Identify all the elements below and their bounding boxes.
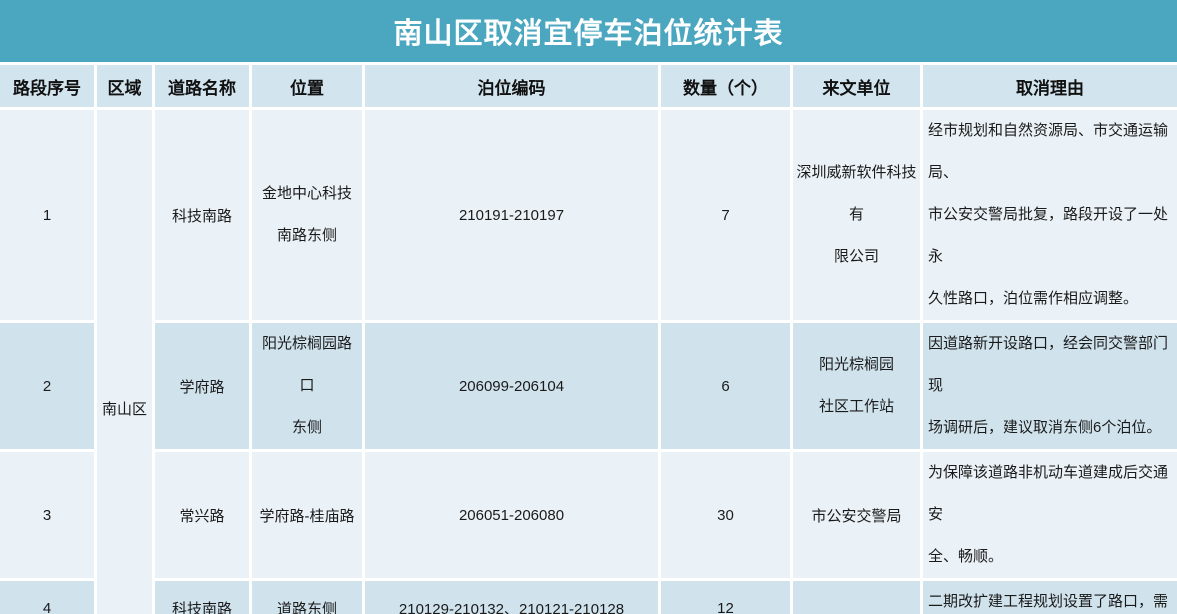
cell-codes: 210129-210132、210121-210128 [365, 581, 658, 614]
col-header-qty: 数量（个） [661, 65, 790, 107]
cell-position: 金地中心科技 南路东侧 [252, 110, 362, 320]
cell-road: 科技南路 [155, 581, 249, 614]
table-row: 3 常兴路 学府路-桂庙路 206051-206080 30 市公安交警局 为保… [0, 452, 1177, 578]
parking-cancellation-table: 路段序号 区域 道路名称 位置 泊位编码 数量（个） 来文单位 取消理由 1 南… [0, 62, 1177, 614]
cell-unit-merged: 南山区建筑工务署 [793, 581, 920, 614]
cell-reason: 为保障该道路非机动车道建成后交通安 全、畅顺。 [923, 452, 1177, 578]
cell-qty: 7 [661, 110, 790, 320]
cell-unit: 阳光棕榈园 社区工作站 [793, 323, 920, 449]
header-row: 路段序号 区域 道路名称 位置 泊位编码 数量（个） 来文单位 取消理由 [0, 65, 1177, 107]
cell-codes: 206099-206104 [365, 323, 658, 449]
col-header-region: 区域 [97, 65, 152, 107]
cell-seq: 1 [0, 110, 94, 320]
cell-seq: 4 [0, 581, 94, 614]
cell-position: 道路东侧 [252, 581, 362, 614]
cell-road: 科技南路 [155, 110, 249, 320]
col-header-seq: 路段序号 [0, 65, 94, 107]
cell-seq: 3 [0, 452, 94, 578]
cell-codes: 206051-206080 [365, 452, 658, 578]
cell-road: 常兴路 [155, 452, 249, 578]
page-title: 南山区取消宜停车泊位统计表 [393, 18, 784, 50]
col-header-position: 位置 [252, 65, 362, 107]
col-header-reason: 取消理由 [923, 65, 1177, 107]
table-row: 1 南山区 科技南路 金地中心科技 南路东侧 210191-210197 7 深… [0, 110, 1177, 614]
cell-seq: 2 [0, 323, 94, 449]
cell-qty: 12 [661, 581, 790, 614]
cell-region-merged: 南山区 [97, 110, 152, 614]
title-band: 南山区取消宜停车泊位统计表 [0, 0, 1177, 62]
cell-reason-merged: 二期改扩建工程规划设置了路口，需对 泊位作相应调整。 [923, 581, 1177, 614]
cell-reason: 因道路新开设路口，经会同交警部门现 场调研后，建议取消东侧6个泊位。 [923, 323, 1177, 449]
table-row: 4 科技南路 道路东侧 210129-210132、210121-210128 … [0, 581, 1177, 614]
cell-road: 学府路 [155, 323, 249, 449]
cell-qty: 6 [661, 323, 790, 449]
cell-codes: 210191-210197 [365, 110, 658, 320]
col-header-road: 道路名称 [155, 65, 249, 107]
cell-reason: 经市规划和自然资源局、市交通运输局、 市公安交警局批复，路段开设了一处永 久性路… [923, 110, 1177, 320]
cell-unit: 深圳威新软件科技有 限公司 [793, 110, 920, 320]
col-header-codes: 泊位编码 [365, 65, 658, 107]
cell-position: 阳光棕榈园路 口 东侧 [252, 323, 362, 449]
cell-position: 学府路-桂庙路 [252, 452, 362, 578]
col-header-unit: 来文单位 [793, 65, 920, 107]
cell-qty: 30 [661, 452, 790, 578]
cell-unit: 市公安交警局 [793, 452, 920, 578]
table-row: 2 学府路 阳光棕榈园路 口 东侧 206099-206104 6 阳光棕榈园 … [0, 323, 1177, 449]
